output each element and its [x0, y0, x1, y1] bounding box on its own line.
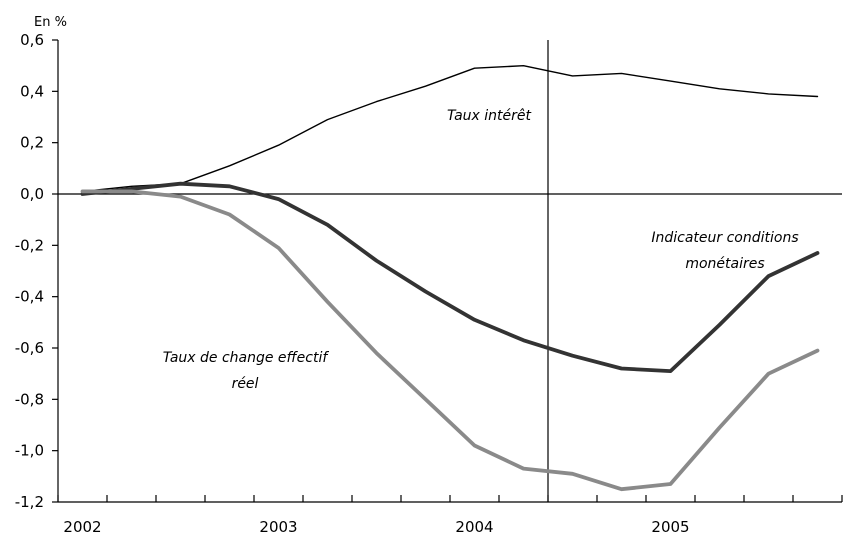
y-tick-label: -1,2 [15, 493, 44, 511]
unit-label: En % [34, 15, 67, 30]
series-line-2 [80, 181, 820, 374]
y-tick-label: 0,2 [20, 134, 44, 152]
annotation-indicateur: monétaires [685, 256, 764, 272]
annotation-change: réel [232, 376, 259, 392]
series-line-1 [81, 64, 819, 193]
y-tick-label: 0,6 [20, 31, 44, 49]
y-tick-label: -0,4 [15, 288, 44, 306]
x-tick-label: 2002 [63, 518, 101, 536]
x-tick-label: 2004 [455, 518, 493, 536]
annotation-change: Taux de change effectif [163, 350, 330, 366]
y-tick-label: -0,6 [15, 339, 44, 357]
y-tick-label: 0,4 [20, 82, 44, 100]
x-tick-label: 2005 [651, 518, 689, 536]
y-tick-label: 0,0 [20, 185, 44, 203]
y-tick-label: -1,0 [15, 442, 44, 460]
annotation-taux-interet: Taux intérêt [447, 108, 532, 124]
series-line-3 [80, 189, 820, 492]
y-tick-label: -0,2 [15, 236, 44, 254]
y-tick-label: -0,8 [15, 390, 44, 408]
x-tick-label: 2003 [259, 518, 297, 536]
annotation-indicateur: Indicateur conditions [651, 230, 798, 246]
